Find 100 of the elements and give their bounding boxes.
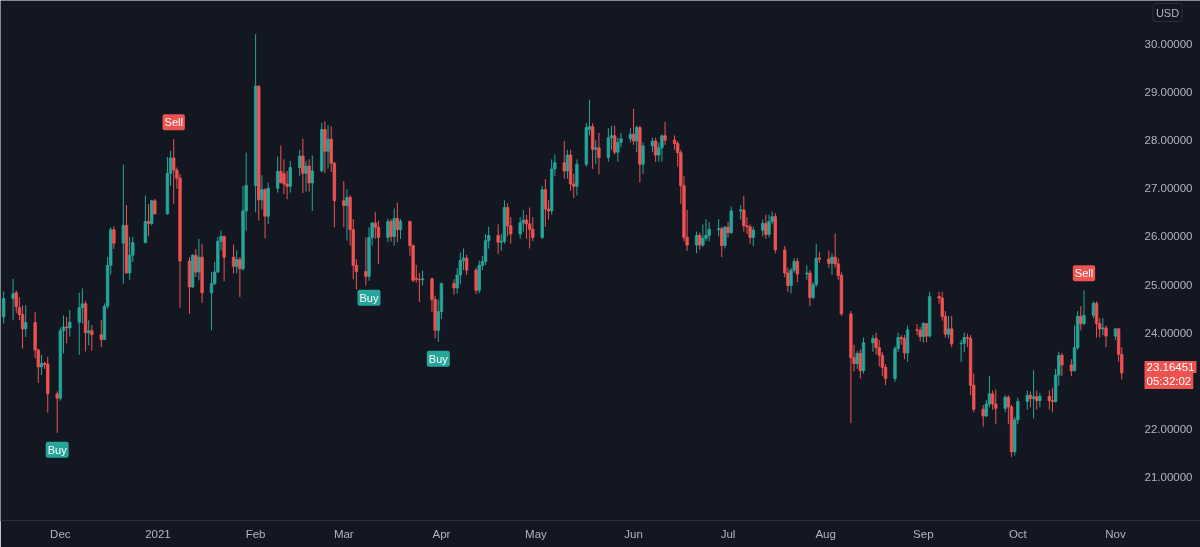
y-tick-label: 27.00000 bbox=[1144, 182, 1193, 195]
y-tick-label: 22.00000 bbox=[1144, 423, 1193, 436]
x-tick-label: Dec bbox=[50, 527, 71, 540]
candlestick bbox=[222, 234, 226, 282]
x-tick-label: Aug bbox=[815, 527, 836, 540]
candlestick bbox=[260, 174, 264, 210]
x-tick-label: Jun bbox=[624, 527, 643, 540]
candlestick bbox=[64, 316, 69, 344]
candlestick bbox=[474, 267, 478, 295]
x-tick-label: Feb bbox=[245, 527, 266, 540]
candlestick bbox=[127, 236, 132, 281]
candlestick bbox=[565, 149, 570, 180]
annotation: Sell bbox=[164, 116, 183, 129]
candlestick bbox=[767, 214, 771, 238]
candlestick bbox=[946, 315, 951, 339]
x-tick-label: 2021 bbox=[145, 527, 171, 540]
candlestick bbox=[55, 390, 59, 434]
candlestick bbox=[950, 315, 954, 348]
candlestick bbox=[143, 195, 148, 244]
candlestick bbox=[282, 158, 286, 195]
candlestick bbox=[99, 319, 103, 348]
candlestick bbox=[959, 339, 963, 363]
candlestick bbox=[597, 132, 601, 175]
candlestick bbox=[11, 278, 15, 321]
candlestick bbox=[24, 304, 28, 338]
candlestick bbox=[238, 256, 242, 298]
candlestick bbox=[288, 160, 292, 194]
x-tick-label: Mar bbox=[333, 527, 354, 540]
candlestick bbox=[301, 138, 305, 194]
candlestick bbox=[87, 319, 91, 346]
candlestick bbox=[751, 226, 755, 247]
candlestick bbox=[1, 290, 6, 325]
y-tick-label: 28.00000 bbox=[1144, 134, 1193, 147]
candlestick bbox=[112, 225, 116, 250]
candlestick bbox=[464, 254, 469, 276]
annotation: Buy bbox=[428, 352, 449, 365]
y-tick-label: 26.00000 bbox=[1144, 230, 1193, 243]
annotation: 05:32:02 bbox=[1146, 374, 1192, 387]
candlestick bbox=[729, 206, 733, 235]
candlestick bbox=[1101, 317, 1105, 336]
candlestick bbox=[635, 125, 639, 153]
candlestick bbox=[594, 139, 598, 165]
y-axis-title: USD bbox=[1155, 6, 1180, 19]
candlestick bbox=[326, 124, 330, 170]
candlestick bbox=[527, 207, 532, 249]
x-tick-label: Apr bbox=[432, 527, 451, 540]
candlestick bbox=[641, 142, 645, 175]
candlestick bbox=[871, 334, 875, 353]
candlestick bbox=[342, 180, 346, 228]
candlestick bbox=[1047, 390, 1051, 411]
candlestick bbox=[77, 292, 81, 356]
candlestick bbox=[1050, 387, 1055, 413]
candlestick bbox=[298, 149, 302, 177]
annotation: Sell bbox=[1074, 267, 1094, 280]
annotation: 23.16451 bbox=[1146, 360, 1195, 373]
candlestick bbox=[398, 218, 403, 240]
candlestick bbox=[660, 133, 664, 163]
candlestick bbox=[575, 158, 579, 196]
candlestick bbox=[276, 156, 280, 194]
x-tick-label: Sep bbox=[913, 527, 934, 540]
candlestick bbox=[231, 244, 236, 274]
candlestick bbox=[616, 137, 620, 163]
candlestick bbox=[395, 202, 400, 243]
candlestick bbox=[68, 309, 72, 338]
y-tick-label: 24.00000 bbox=[1144, 326, 1193, 339]
candlestick bbox=[707, 221, 711, 242]
x-tick-label: Jul bbox=[720, 527, 736, 540]
candlestick bbox=[543, 178, 548, 228]
x-tick-label: Oct bbox=[1008, 527, 1028, 540]
y-tick-label: 29.00000 bbox=[1144, 85, 1193, 98]
candlestick bbox=[726, 221, 730, 238]
candlestick bbox=[1104, 325, 1108, 348]
candlestick bbox=[386, 218, 390, 243]
candlestick bbox=[701, 223, 705, 248]
candlestick bbox=[194, 248, 198, 278]
candlestick bbox=[1060, 352, 1064, 377]
y-tick-label: 30.00000 bbox=[1144, 37, 1193, 50]
candlestick bbox=[235, 249, 239, 274]
candlestick bbox=[562, 140, 566, 180]
candlestick bbox=[389, 218, 393, 243]
candlestick bbox=[172, 138, 176, 205]
y-tick-label: 21.00000 bbox=[1144, 471, 1193, 484]
candlestick bbox=[994, 389, 998, 425]
candlestick bbox=[364, 236, 368, 287]
candlestick bbox=[1079, 305, 1083, 331]
x-tick-label: Nov bbox=[1105, 527, 1126, 540]
candlestick bbox=[663, 121, 667, 146]
candlestick bbox=[90, 324, 94, 352]
x-tick-label: May bbox=[525, 527, 548, 540]
candlestick bbox=[1038, 392, 1042, 408]
annotation: Buy bbox=[359, 291, 379, 304]
candlestick bbox=[606, 127, 611, 163]
candlestick bbox=[345, 188, 349, 242]
candlestick bbox=[1082, 289, 1086, 326]
candlestick bbox=[452, 278, 456, 296]
candlestick bbox=[310, 155, 314, 212]
annotation: Buy bbox=[47, 443, 68, 456]
candlestick bbox=[905, 325, 910, 363]
candlestick bbox=[723, 225, 727, 249]
candlestick bbox=[981, 404, 985, 428]
